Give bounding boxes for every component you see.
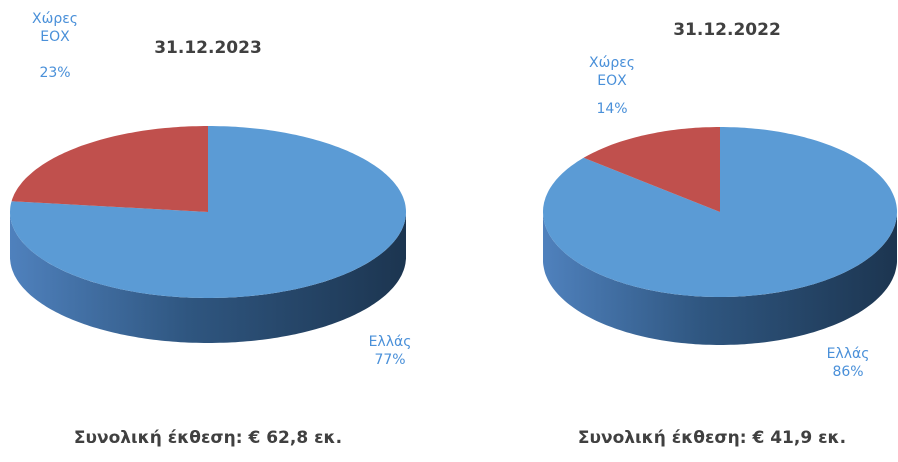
chart-title: 31.12.2023 bbox=[154, 38, 262, 58]
category-label: Ελλάς bbox=[368, 334, 412, 350]
caption: Συνολική έκθεση: € 41,9 εκ. bbox=[577, 428, 847, 448]
slice-side bbox=[10, 212, 406, 343]
category-label: Χώρες ΕΟΧ bbox=[589, 55, 635, 89]
value-label: 77% bbox=[374, 352, 406, 368]
caption: Συνολική έκθεση: € 62,8 εκ. bbox=[73, 428, 343, 448]
category-label: Χώρες ΕΟΧ bbox=[32, 11, 78, 45]
chart-title: 31.12.2022 bbox=[673, 20, 781, 40]
slice bbox=[583, 127, 720, 212]
value-label: 86% bbox=[832, 364, 864, 380]
category-label: Ελλάς bbox=[826, 346, 870, 362]
slice-side bbox=[543, 212, 897, 345]
slice bbox=[11, 126, 208, 212]
value-label: 23% bbox=[39, 65, 71, 81]
value-label: 14% bbox=[596, 101, 628, 117]
